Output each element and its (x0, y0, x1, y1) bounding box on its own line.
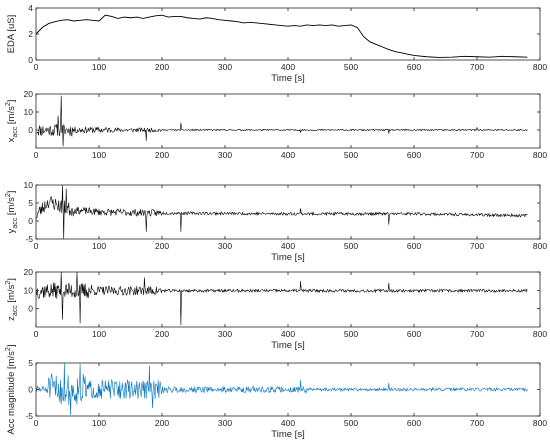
axes-frame-4 (35, 271, 541, 328)
x-axis-label: Time [s] (271, 73, 304, 84)
subplot-4: 0 100 200 300 400 500 600 700 800 0 10 20 Time [s] za… (5, 267, 547, 351)
x-tick-label: 800 (533, 329, 547, 339)
x-tick-label: 200 (155, 418, 169, 428)
series-line-1 (35, 14, 528, 58)
y-axis-label: zacc [m/s2] (5, 278, 19, 321)
y-tick-label: 0 (28, 385, 33, 395)
x-tick-label: 800 (533, 150, 547, 160)
x-tick-label: 700 (470, 418, 484, 428)
subplot-1: 0 100 200 300 400 500 600 700 800 0 2 4 Time [s] EDA … (6, 3, 547, 84)
y-tick-label: 4 (28, 3, 33, 13)
x-tick-label: 500 (344, 62, 358, 72)
x-tick-label: 100 (92, 329, 106, 339)
x-tick-label: 200 (155, 329, 169, 339)
y-tick-label: 10 (24, 180, 34, 190)
y-tick-label: 0 (28, 216, 33, 226)
x-axis-label: Time [s] (271, 429, 304, 440)
x-tick-label: 0 (34, 418, 39, 428)
series-line-2 (36, 95, 528, 147)
x-tick-label: 0 (34, 241, 39, 251)
y-axis-label: EDA [uS] (6, 15, 17, 54)
series-line-4 (36, 271, 528, 326)
x-tick-label: 100 (92, 418, 106, 428)
x-tick-label: 300 (218, 150, 232, 160)
x-tick-label: 700 (470, 329, 484, 339)
x-tick-label: 700 (470, 241, 484, 251)
x-tick-label: 500 (344, 150, 358, 160)
y-tick-label: -5 (25, 234, 33, 244)
axes-frame-2 (35, 93, 541, 149)
series-line-5 (36, 362, 528, 415)
series-line-3 (36, 184, 528, 240)
y-tick-label: 2 (28, 29, 33, 39)
y-tick-label: 5 (28, 358, 33, 368)
y-tick-label: 5 (28, 198, 33, 208)
y-axis-label: yacc [m/s2] (5, 191, 19, 234)
subplot-2: 0 100 200 300 400 500 600 700 800 0 10 20 xacc [m/s2… (5, 89, 547, 160)
x-tick-label: 400 (281, 329, 295, 339)
x-tick-label: 400 (281, 241, 295, 251)
x-tick-label: 500 (344, 329, 358, 339)
x-tick-label: 600 (407, 418, 421, 428)
x-tick-label: 800 (533, 418, 547, 428)
y-tick-label: 0 (28, 55, 33, 65)
y-tick-label: 0 (28, 304, 33, 314)
y-tick-label: 10 (24, 107, 34, 117)
y-axis-label: Acc magnitude [m/s2] (5, 345, 17, 435)
x-tick-label: 200 (155, 150, 169, 160)
x-tick-label: 400 (281, 62, 295, 72)
x-tick-label: 100 (92, 150, 106, 160)
x-axis-label: Time [s] (271, 340, 304, 351)
axes-frame-1 (35, 7, 541, 61)
x-tick-label: 500 (344, 241, 358, 251)
x-tick-label: 300 (218, 241, 232, 251)
y-tick-label: 20 (24, 267, 34, 277)
x-tick-label: 0 (34, 329, 39, 339)
x-tick-label: 200 (155, 241, 169, 251)
x-tick-label: 600 (407, 241, 421, 251)
y-tick-label: 10 (24, 285, 34, 295)
x-tick-label: 0 (34, 62, 39, 72)
x-tick-label: 0 (34, 150, 39, 160)
x-tick-label: 800 (533, 62, 547, 72)
x-tick-label: 100 (92, 241, 106, 251)
x-tick-label: 800 (533, 241, 547, 251)
x-tick-label: 500 (344, 418, 358, 428)
y-tick-label: -5 (25, 411, 33, 421)
x-tick-label: 200 (155, 62, 169, 72)
x-tick-label: 700 (470, 62, 484, 72)
x-tick-label: 400 (281, 418, 295, 428)
x-tick-label: 300 (218, 329, 232, 339)
x-tick-label: 600 (407, 62, 421, 72)
x-tick-label: 100 (92, 62, 106, 72)
y-axis-label: xacc [m/s2] (5, 100, 19, 143)
x-axis-label: Time [s] (271, 252, 304, 263)
y-tick-label: 0 (28, 125, 33, 135)
x-tick-label: 600 (407, 329, 421, 339)
x-tick-label: 300 (218, 62, 232, 72)
x-tick-label: 300 (218, 418, 232, 428)
y-tick-label: 20 (24, 89, 34, 99)
x-tick-label: 700 (470, 150, 484, 160)
x-tick-label: 400 (281, 150, 295, 160)
x-tick-label: 600 (407, 150, 421, 160)
